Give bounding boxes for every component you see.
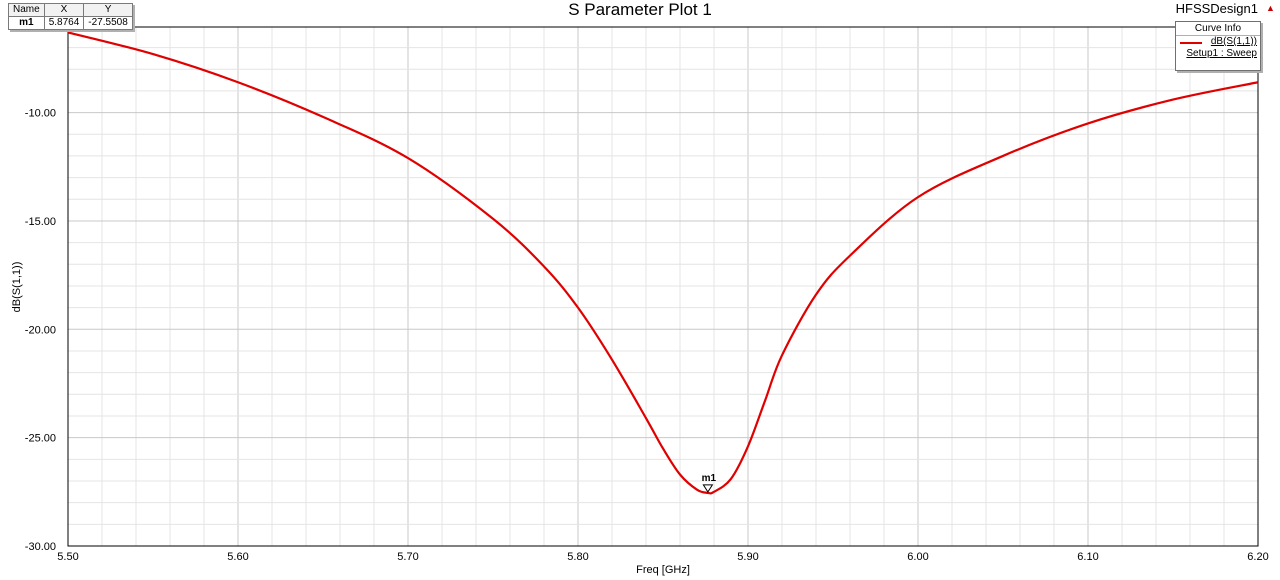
marker-col-name: Name [8, 3, 45, 17]
y-tick-label: -30.00 [25, 541, 56, 553]
curve-info-title: Curve Info [1176, 22, 1260, 36]
y-tick-label: -20.00 [25, 324, 56, 336]
marker-label: m1 [702, 473, 717, 484]
marker-y-cell: -27.5508 [83, 16, 133, 30]
plot-frame [67, 26, 1259, 547]
x-tick-label: 5.60 [227, 551, 248, 563]
chart-title: S Parameter Plot 1 [568, 0, 712, 19]
y-tick-label: -25.00 [25, 433, 56, 445]
marker-name-cell: m1 [8, 16, 45, 30]
y-tick-label: -15.00 [25, 216, 56, 228]
warning-triangle-icon[interactable]: ▲ [1266, 3, 1275, 13]
marker-x-cell: 5.8764 [43, 16, 85, 30]
legend-setup-label: Setup1 : Sweep [1186, 48, 1257, 59]
table-row[interactable]: m1 5.8764 -27.5508 [8, 16, 133, 30]
marker-col-y: Y [83, 3, 133, 17]
x-axis-ticks: 5.50 5.60 5.70 5.80 5.90 6.00 6.10 6.20 [57, 551, 1268, 563]
marker-layer: m1 [702, 473, 717, 493]
x-tick-label: 6.20 [1247, 551, 1268, 563]
x-tick-label: 6.00 [907, 551, 928, 563]
x-tick-label: 6.10 [1077, 551, 1098, 563]
marker-col-x: X [43, 3, 85, 17]
x-tick-label: 5.70 [397, 551, 418, 563]
x-tick-label: 5.90 [737, 551, 758, 563]
curve-info-legend[interactable]: Curve Info dB(S(1,1)) Setup1 : Sweep [1175, 21, 1261, 71]
marker-triangle-icon[interactable] [702, 484, 714, 493]
plot-area[interactable] [68, 27, 1258, 546]
legend-line-swatch [1180, 42, 1202, 44]
legend-entry[interactable]: dB(S(1,1)) [1176, 36, 1260, 48]
x-tick-label: 5.50 [57, 551, 78, 563]
y-axis-ticks: -10.00 -15.00 -20.00 -25.00 -30.00 [25, 108, 56, 553]
series-line-s11[interactable] [67, 31, 1259, 495]
x-axis-title: Freq [GHz] [636, 564, 690, 576]
y-tick-label: -10.00 [25, 108, 56, 120]
legend-trace-label: dB(S(1,1)) [1210, 36, 1257, 47]
marker-table[interactable]: Name X Y m1 5.8764 -27.5508 [8, 3, 133, 30]
x-tick-label: 5.80 [567, 551, 588, 563]
y-axis-title: dB(S(1,1)) [11, 262, 23, 313]
design-name: HFSSDesign1 [1176, 1, 1258, 16]
series-layer [67, 31, 1259, 495]
grid-lines [67, 27, 1259, 547]
